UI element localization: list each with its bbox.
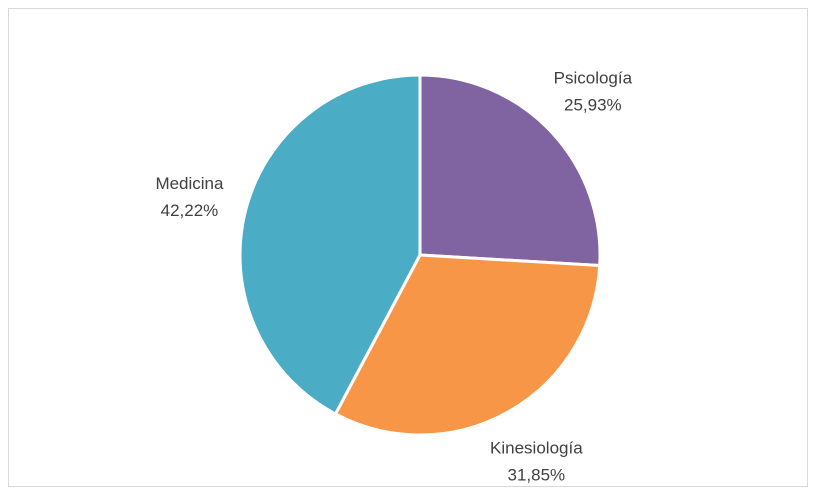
slice-label-name: Psicología <box>554 68 633 87</box>
slice-label-name: Medicina <box>155 174 224 193</box>
slice-label-value: 31,85% <box>508 466 566 485</box>
pie-slice <box>333 253 602 437</box>
slice-label-value: 25,93% <box>564 95 622 114</box>
pie-slice <box>238 73 422 416</box>
pie-slice <box>418 73 602 268</box>
slice-label-value: 42,22% <box>161 201 219 220</box>
slice-label-name: Kinesiología <box>490 439 583 458</box>
